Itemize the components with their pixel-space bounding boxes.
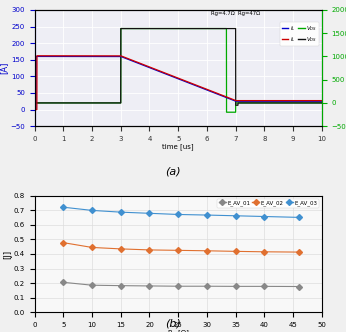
Y-axis label: [A]: [A] — [0, 62, 9, 74]
Line: E_AV_03: E_AV_03 — [61, 205, 301, 219]
E_AV_02 — [297, 250, 301, 254]
E_AV_02 — [205, 249, 209, 253]
E_AV_03 — [147, 211, 152, 215]
E_AV_03 — [61, 205, 65, 209]
E_AV_01 — [234, 285, 238, 289]
E_AV_03 — [262, 214, 266, 218]
E_AV_01 — [147, 284, 152, 288]
Y-axis label: [J]: [J] — [3, 249, 12, 259]
Legend: $I_L$, $I_L$, $V_{DS}$, $V_{DS}$: $I_L$, $I_L$, $V_{DS}$, $V_{DS}$ — [280, 22, 319, 46]
E_AV_03 — [234, 214, 238, 218]
E_AV_01 — [205, 284, 209, 288]
E_AV_03 — [176, 212, 180, 216]
E_AV_02 — [90, 245, 94, 249]
E_AV_02 — [176, 248, 180, 252]
E_AV_01 — [262, 285, 266, 289]
E_AV_03 — [119, 210, 123, 214]
E_AV_02 — [61, 241, 65, 245]
E_AV_01 — [119, 284, 123, 288]
E_AV_01 — [90, 283, 94, 287]
E_AV_02 — [262, 250, 266, 254]
Text: (a): (a) — [165, 166, 181, 176]
E_AV_01 — [176, 284, 180, 288]
E_AV_02 — [234, 249, 238, 253]
Text: Rg=4.7Ω  Rg=47Ω: Rg=4.7Ω Rg=47Ω — [211, 11, 260, 16]
E_AV_03 — [205, 213, 209, 217]
E_AV_01 — [297, 285, 301, 289]
E_AV_03 — [90, 208, 94, 212]
X-axis label: Rₒ [Ω]: Rₒ [Ω] — [168, 329, 189, 332]
X-axis label: time [us]: time [us] — [162, 143, 194, 150]
E_AV_02 — [119, 247, 123, 251]
E_AV_01 — [61, 280, 65, 284]
Legend: E_AV_01, E_AV_02, E_AV_03: E_AV_01, E_AV_02, E_AV_03 — [217, 199, 319, 208]
Line: E_AV_01: E_AV_01 — [61, 280, 301, 289]
E_AV_03 — [297, 215, 301, 219]
Line: E_AV_02: E_AV_02 — [61, 241, 301, 254]
E_AV_02 — [147, 248, 152, 252]
Text: (b): (b) — [165, 319, 181, 329]
